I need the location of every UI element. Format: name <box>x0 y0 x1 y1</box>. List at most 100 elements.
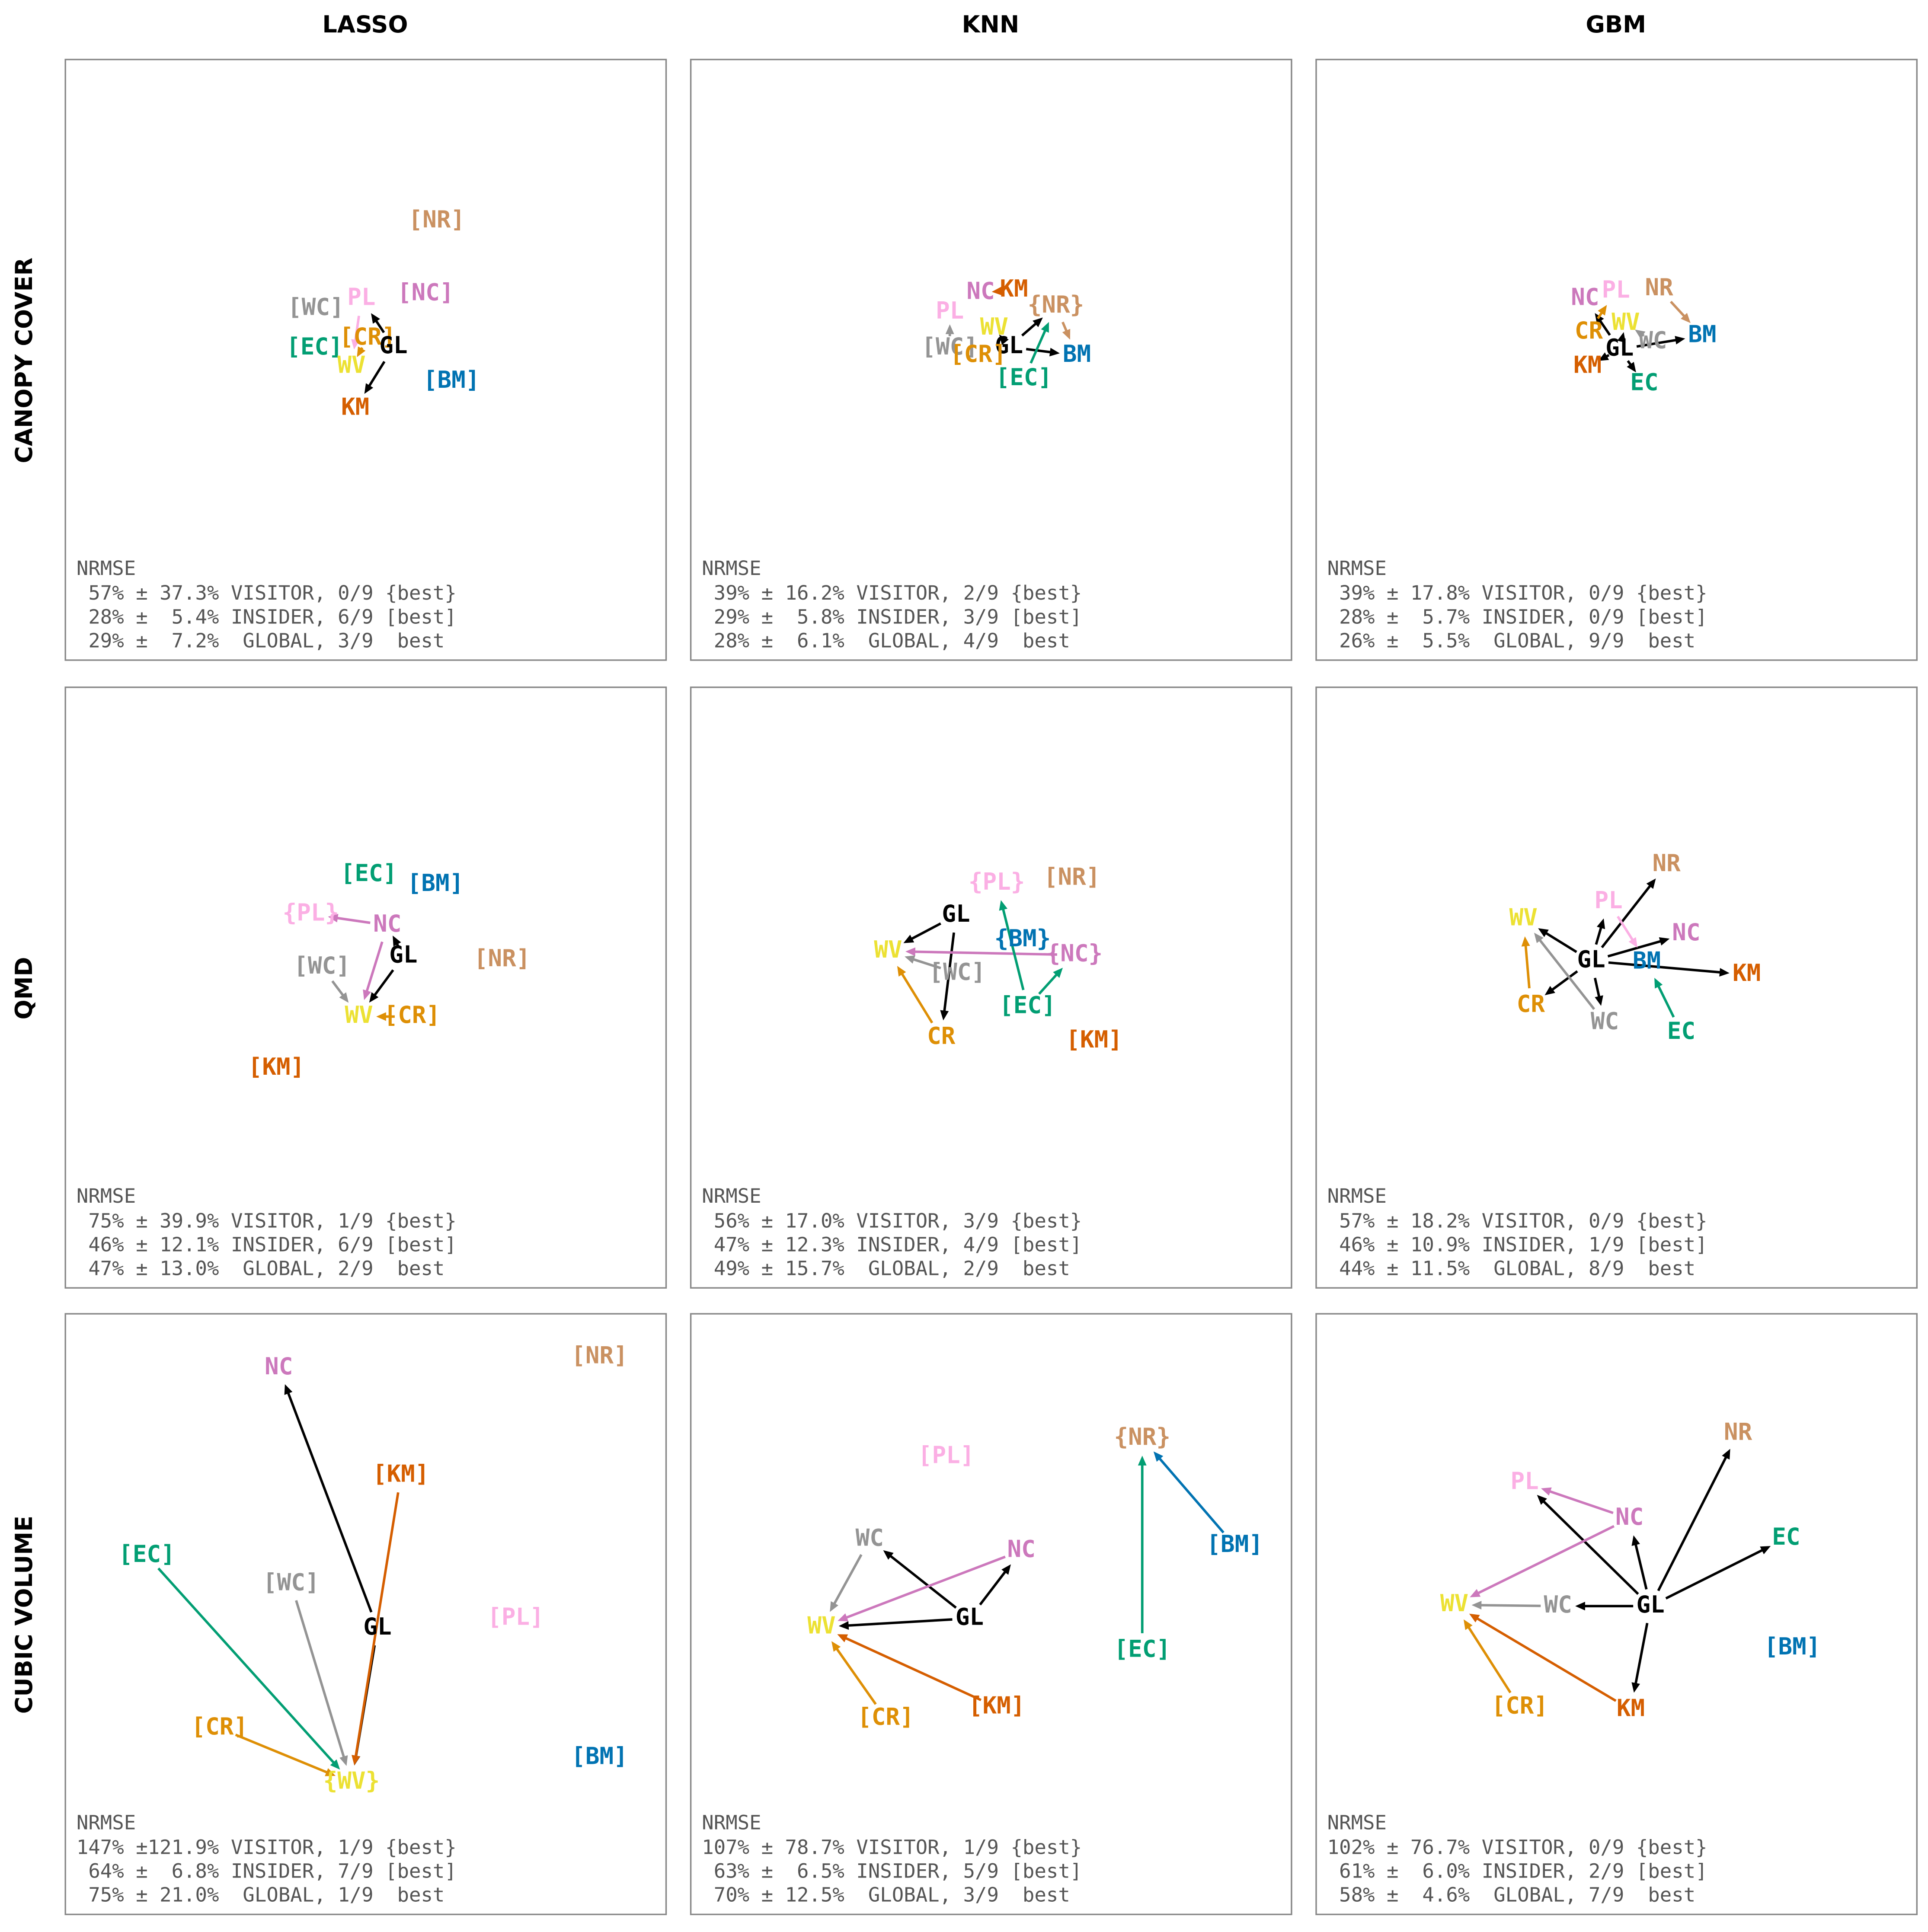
arrow <box>235 1734 336 1776</box>
arrow-shaft <box>909 922 941 941</box>
arrow <box>1617 916 1638 948</box>
arrow-shaft <box>1598 318 1611 336</box>
metric-name: NRMSE <box>702 557 761 580</box>
node-label: [EC] <box>996 364 1052 391</box>
node-label: PL <box>1602 276 1630 303</box>
node-label: GL <box>956 1603 984 1630</box>
arrow <box>945 324 954 336</box>
metric-line: 28% ± 5.7% INSIDER, 0/9 [best] <box>1327 605 1707 628</box>
node-label: WV <box>1611 308 1640 335</box>
node-label: [EC] <box>1114 1635 1170 1662</box>
metric-line: 29% ± 7.2% GLOBAL, 3/9 best <box>77 629 445 652</box>
arrow <box>1627 360 1636 373</box>
arrow-head <box>1138 1456 1147 1466</box>
arrow <box>1575 1602 1634 1611</box>
arrow <box>1038 968 1063 995</box>
node-label: NC <box>265 1353 293 1380</box>
arrow <box>905 955 941 970</box>
arrow-shaft <box>1479 1604 1541 1607</box>
arrow <box>1657 1449 1730 1591</box>
metric-line: 28% ± 5.4% INSIDER, 6/9 [best] <box>77 605 457 628</box>
metric-line: 39% ± 17.8% VISITOR, 0/9 {best} <box>1327 581 1707 604</box>
arrow-head <box>1153 1451 1164 1462</box>
node-label: PL <box>936 297 964 324</box>
arrow-shaft <box>157 1567 336 1765</box>
arrow-head <box>1654 977 1663 989</box>
node-label: NC <box>1007 1535 1036 1562</box>
metric-line: 147% ±121.9% VISITOR, 1/9 {best} <box>77 1836 457 1859</box>
arrow-head <box>1595 995 1603 1006</box>
panel: {NR} [PL] [BM] WC NC GL WV [EC] [KM] [CR] NRMSE107… <box>690 1313 1292 1916</box>
panel-frame <box>690 687 1292 1289</box>
node-label: WV <box>874 936 902 963</box>
arrow-head <box>1596 918 1605 929</box>
arrow-head <box>1062 329 1071 340</box>
arrow-shaft <box>1550 970 1578 992</box>
node-label: [CR] <box>857 1703 914 1730</box>
arrow <box>830 1554 863 1612</box>
node-label: GL <box>942 900 970 927</box>
arrow-shaft <box>286 1390 373 1613</box>
arrow <box>897 966 934 1024</box>
arrow-shaft <box>1656 984 1675 1018</box>
arrow <box>1654 977 1675 1018</box>
arrow-shaft <box>1001 907 1025 990</box>
arrow-head <box>897 966 906 977</box>
arrow <box>1469 1613 1617 1702</box>
metric-line: 75% ± 21.0% GLOBAL, 1/9 best <box>77 1884 445 1906</box>
node-label: WC <box>1639 327 1667 354</box>
column-title: KNN <box>962 11 1019 38</box>
arrow <box>1138 1456 1147 1633</box>
arrow <box>1021 317 1043 337</box>
arrow <box>1537 1495 1639 1595</box>
arrow-head <box>1001 1564 1011 1575</box>
arrow-shaft <box>354 1492 400 1759</box>
arrow-head <box>1575 1602 1585 1611</box>
arrow-head <box>352 1755 360 1766</box>
node-label: [KM] <box>248 1053 305 1080</box>
row-title: QMD <box>10 957 38 1019</box>
arrow-shaft <box>1636 338 1679 348</box>
arrow <box>331 980 349 1003</box>
arrow <box>1634 329 1646 339</box>
arrow-shaft <box>1617 916 1635 942</box>
arrow-head <box>830 1601 838 1612</box>
arrow-shaft <box>331 980 345 998</box>
arrow-head <box>363 989 371 1000</box>
arrow-shaft <box>943 932 955 1013</box>
metric-name: NRMSE <box>1327 1185 1387 1207</box>
arrow-head <box>905 955 915 964</box>
panel-frame <box>64 1313 667 1916</box>
arrow <box>1607 937 1670 958</box>
arrow-head <box>838 1621 849 1630</box>
node-label: WC <box>856 1524 884 1552</box>
arrow-head <box>1631 1535 1640 1546</box>
metric-name: NRMSE <box>77 557 136 580</box>
arrow-head <box>1627 361 1636 373</box>
arrow-head <box>905 947 915 956</box>
arrow-head <box>1541 1487 1552 1496</box>
arrow-head <box>1659 937 1670 946</box>
arrow-head <box>1537 1495 1547 1505</box>
node-label: [BM] <box>407 869 464 897</box>
arrow-head <box>376 1012 386 1021</box>
arrow-head <box>837 1634 848 1642</box>
panel: [NR] [NC] PL[WC][CR][EC] GL WV [BM] KM NRMSE 57… <box>64 58 667 661</box>
arrow <box>1153 1451 1225 1533</box>
metric-line: 28% ± 6.1% GLOBAL, 4/9 best <box>702 629 1070 652</box>
arrow-shaft <box>1595 925 1603 945</box>
arrow <box>837 1634 982 1702</box>
arrow <box>357 346 366 358</box>
arrow-head <box>1760 1546 1771 1555</box>
arrow-head <box>330 1759 340 1770</box>
node-label: NR <box>1645 274 1673 301</box>
metric-line: 57% ± 37.3% VISITOR, 0/9 {best} <box>77 581 457 604</box>
row-title: CUBIC VOLUME <box>10 1516 38 1714</box>
node-label: WV <box>1440 1590 1468 1617</box>
arrow-head <box>903 935 914 943</box>
node-label: {PL} <box>969 868 1025 895</box>
metric-line: 39% ± 16.2% VISITOR, 2/9 {best} <box>702 581 1082 604</box>
arrow-head <box>351 339 360 350</box>
node-label: KM <box>1733 959 1761 987</box>
